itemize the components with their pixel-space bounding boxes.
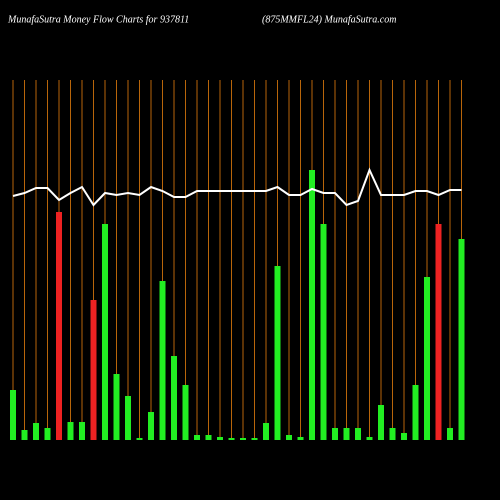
bar xyxy=(366,437,373,440)
bar xyxy=(389,428,396,440)
bar xyxy=(79,422,85,440)
bar xyxy=(125,396,131,440)
bar xyxy=(251,438,258,440)
bar xyxy=(274,266,281,440)
bar xyxy=(90,300,97,440)
bar xyxy=(378,405,384,440)
bar xyxy=(297,437,304,440)
bar xyxy=(228,438,235,440)
bar xyxy=(309,170,315,440)
bar xyxy=(412,385,419,440)
bar xyxy=(136,438,143,440)
bar xyxy=(33,423,39,440)
bar xyxy=(67,422,74,440)
bar xyxy=(332,428,338,440)
bar xyxy=(263,423,269,440)
bar xyxy=(171,356,177,440)
bar xyxy=(56,212,62,440)
bar xyxy=(240,438,246,440)
bar xyxy=(401,433,407,440)
bar xyxy=(102,224,108,440)
bar xyxy=(424,277,430,440)
bar xyxy=(194,435,200,440)
bar xyxy=(205,435,212,440)
bar xyxy=(44,428,51,440)
bar xyxy=(21,430,28,440)
bar xyxy=(148,412,154,440)
bar xyxy=(113,374,120,440)
bar xyxy=(458,239,465,440)
bar xyxy=(320,224,327,440)
bar xyxy=(355,428,361,440)
bar xyxy=(159,281,166,440)
bar xyxy=(217,437,223,440)
bar xyxy=(447,428,453,440)
bar xyxy=(286,435,292,440)
bar xyxy=(182,385,189,440)
bar xyxy=(435,224,442,440)
bar xyxy=(343,428,350,440)
chart-subtitle: (875MMFL24) MunafaSutra.com xyxy=(262,14,396,25)
bar xyxy=(10,390,16,440)
chart-title: MunafaSutra Money Flow Charts for 937811 xyxy=(7,14,189,25)
line xyxy=(12,167,462,207)
